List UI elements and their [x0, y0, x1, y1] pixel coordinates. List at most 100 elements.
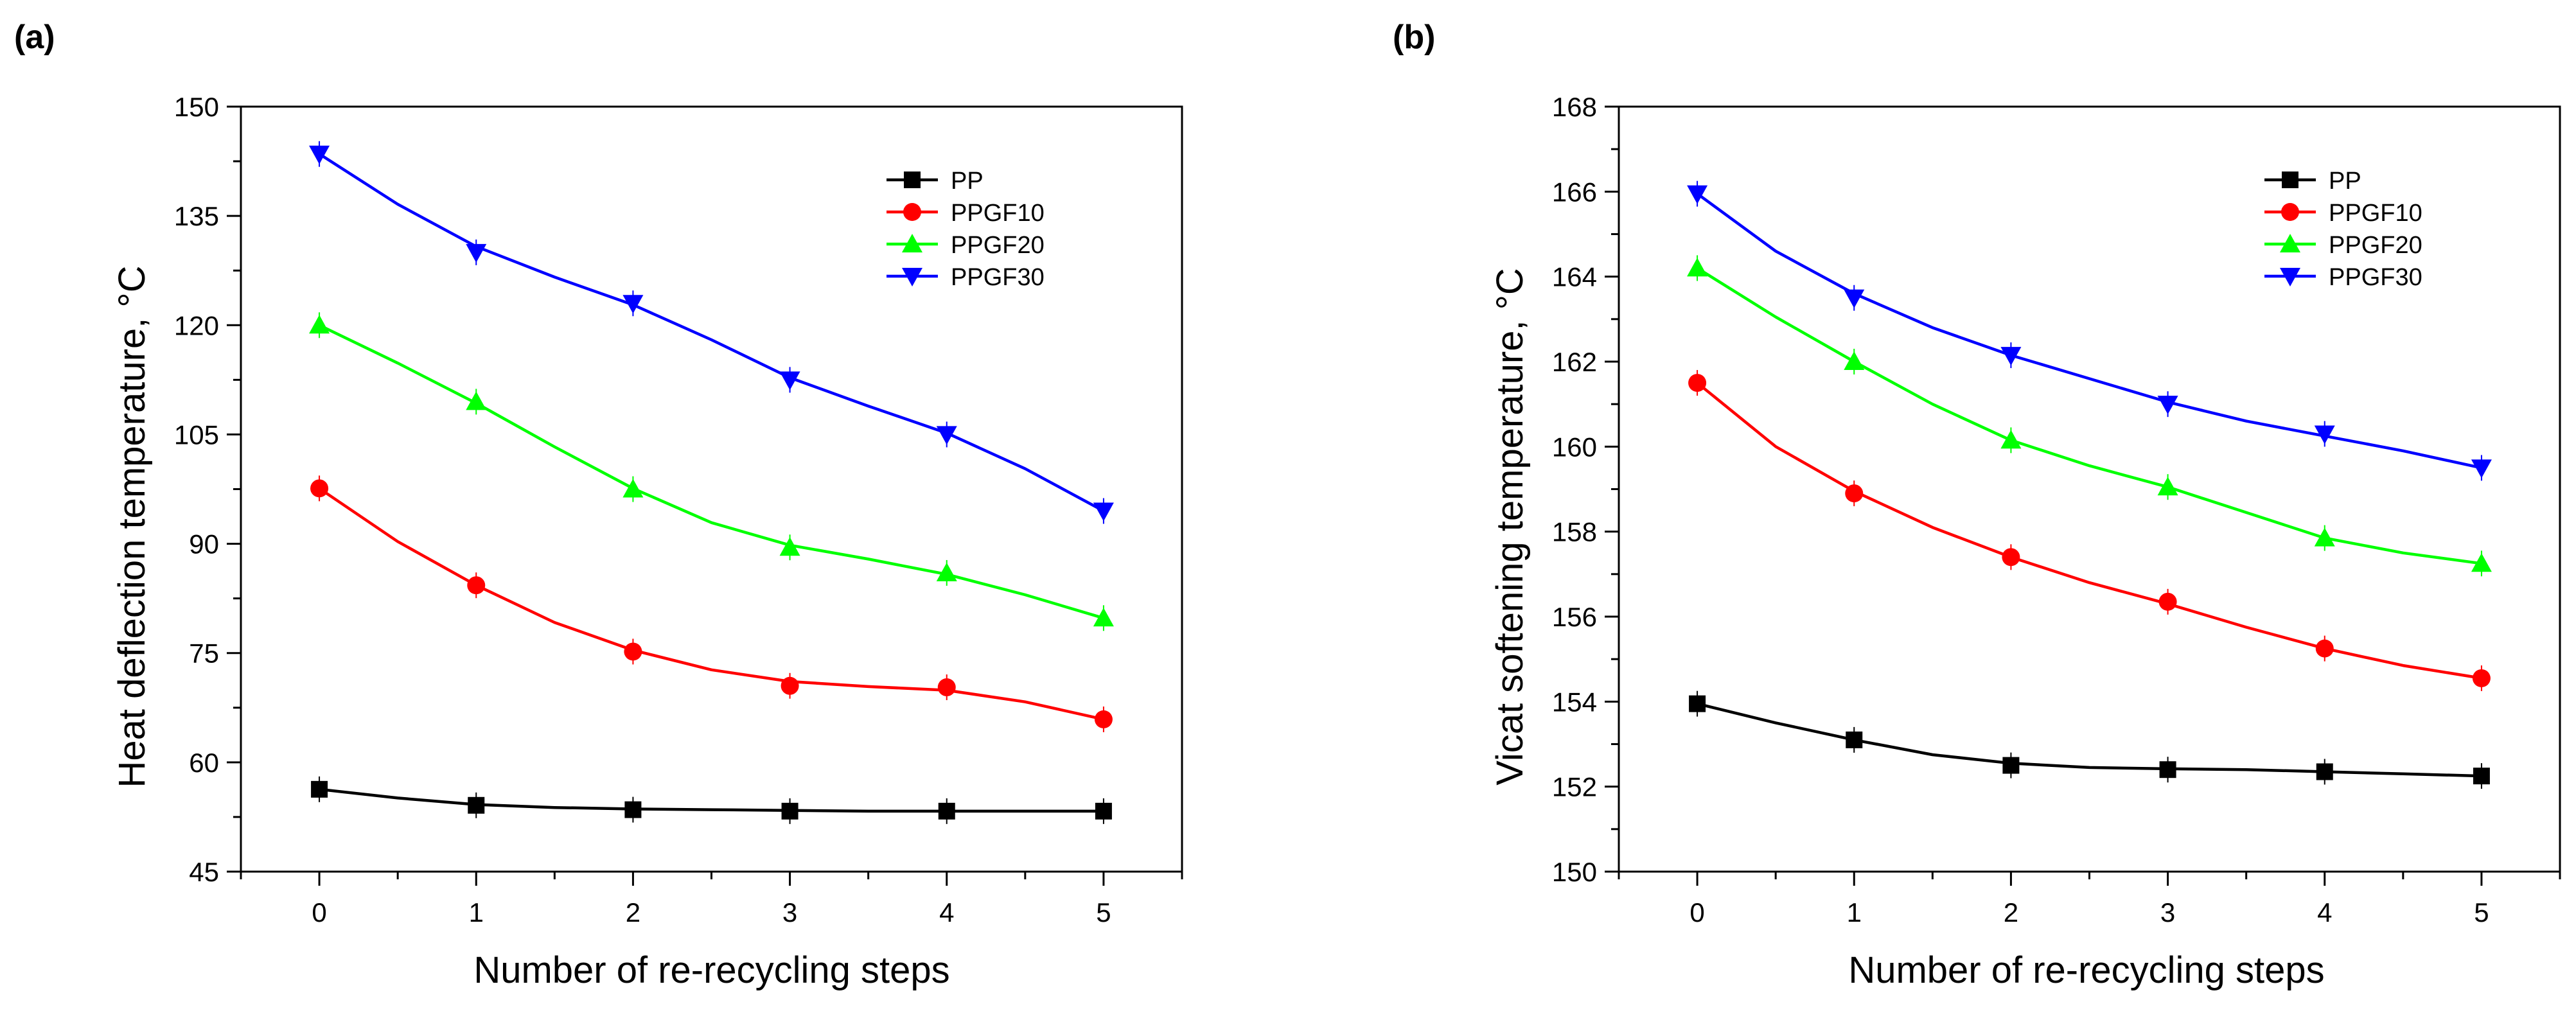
- data-point-a-PPGF10-3: [781, 676, 799, 695]
- y-tick-label-b-5: 160: [1552, 432, 1597, 462]
- x-tick-label-a-0: 0: [312, 897, 326, 927]
- data-point-a-PPGF20-0: [309, 315, 330, 334]
- data-point-a-PP-3: [781, 802, 798, 820]
- data-point-b-PP-4: [2316, 763, 2333, 780]
- data-point-a-PPGF20-5: [1093, 608, 1114, 627]
- y-tick-label-b-6: 162: [1552, 347, 1597, 377]
- data-point-a-PPGF20-1: [466, 391, 487, 410]
- legend-marker-b-PP: [2282, 171, 2298, 188]
- legend-marker-b-PPGF20: [2280, 234, 2300, 252]
- y-tick-label-a-4: 105: [174, 419, 219, 450]
- data-point-b-PPGF10-2: [2002, 548, 2020, 567]
- legend-label-a-PPGF20: PPGF20: [951, 232, 1045, 259]
- data-point-a-PP-2: [624, 801, 642, 818]
- data-point-a-PP-5: [1095, 802, 1112, 820]
- axes-b: 0 1 2 3 4 5 150 152 154 156 158 160 162 164 166 168: [1552, 92, 2561, 927]
- y-tick-label-b-9: 168: [1552, 92, 1597, 122]
- data-point-b-PPGF30-5: [2471, 459, 2492, 479]
- y-tick-label-b-8: 166: [1552, 177, 1597, 207]
- legend-marker-a-PPGF20: [902, 234, 922, 252]
- data-point-b-PPGF30-1: [1844, 289, 1865, 308]
- x-tick-label-b-2: 2: [2004, 897, 2018, 927]
- y-axis-title-a: Heat deflection temperature, °C: [111, 265, 153, 787]
- data-point-b-PPGF10-4: [2315, 639, 2334, 658]
- data-point-b-PP-3: [2159, 761, 2176, 778]
- x-axis-title-a: Number of re-recycling steps: [473, 949, 949, 991]
- y-axis-title-b: Vicat softening temperature, °C: [1489, 268, 1531, 786]
- legend-label-b-PPGF20: PPGF20: [2329, 232, 2422, 259]
- data-point-b-PPGF20-2: [2000, 430, 2022, 449]
- x-tick-label-a-2: 2: [626, 897, 640, 927]
- y-tick-label-b-4: 158: [1552, 517, 1597, 547]
- data-point-a-PPGF30-2: [622, 295, 644, 314]
- series-line-a-PPGF30: [318, 152, 1104, 513]
- x-axis-title-b: Number of re-recycling steps: [1848, 949, 2324, 991]
- data-point-a-PPGF20-4: [936, 562, 957, 581]
- data-point-b-PPGF30-0: [1687, 185, 1708, 204]
- series-line-b-PPGF10: [1696, 382, 2482, 680]
- data-point-b-PPGF10-5: [2472, 669, 2491, 687]
- data-point-b-PPGF20-5: [2471, 553, 2492, 572]
- legend-marker-a-PPGF10: [903, 203, 921, 221]
- data-point-b-PPGF20-3: [2157, 477, 2178, 496]
- data-point-b-PP-0: [1689, 695, 1706, 712]
- data-point-b-PPGF20-4: [2314, 527, 2335, 547]
- series-line-a-PP: [319, 787, 1104, 813]
- data-point-a-PPGF30-3: [779, 371, 800, 391]
- legend-label-b-PP: PP: [2329, 168, 2361, 195]
- legend-label-b-PPGF10: PPGF10: [2329, 200, 2422, 227]
- data-point-b-PPGF10-3: [2158, 592, 2177, 611]
- chart-panel-b: (b) Number of re-recycling steps Vicat s…: [1393, 19, 2561, 991]
- data-point-a-PPGF10-1: [467, 576, 486, 595]
- data-point-a-PPGF10-0: [310, 479, 329, 498]
- series-line-b-PPGF30: [1696, 192, 2482, 470]
- series-line-b-PPGF20: [1696, 267, 2482, 565]
- data-point-b-PPGF30-4: [2314, 425, 2335, 444]
- marks-b: [1687, 180, 2492, 789]
- y-tick-label-a-6: 135: [174, 201, 219, 231]
- x-tick-label-a-1: 1: [469, 897, 484, 927]
- data-point-b-PPGF30-3: [2157, 396, 2178, 415]
- data-point-b-PP-2: [2002, 757, 2020, 774]
- data-point-b-PP-5: [2473, 768, 2490, 785]
- y-tick-label-b-0: 150: [1552, 857, 1597, 887]
- data-point-a-PPGF30-0: [309, 145, 330, 164]
- y-tick-label-a-0: 45: [189, 857, 219, 887]
- data-point-b-PPGF20-1: [1844, 351, 1865, 370]
- x-tick-label-b-5: 5: [2474, 897, 2489, 927]
- data-point-a-PP-0: [311, 780, 328, 798]
- x-tick-label-a-5: 5: [1096, 897, 1111, 927]
- data-point-b-PPGF10-0: [1688, 374, 1707, 392]
- y-tick-label-a-2: 75: [189, 638, 219, 669]
- x-tick-label-b-0: 0: [1689, 897, 1704, 927]
- legend-a: PP PPGF10 PPGF20 PPGF30: [887, 168, 1045, 291]
- y-tick-label-b-3: 156: [1552, 602, 1597, 632]
- series-line-b-PP: [1697, 702, 2482, 778]
- x-tick-label-a-3: 3: [782, 897, 797, 927]
- y-tick-label-b-7: 164: [1552, 262, 1597, 292]
- legend-label-a-PP: PP: [951, 168, 984, 195]
- legend-b: PP PPGF10 PPGF20 PPGF30: [2264, 168, 2422, 291]
- legend-marker-a-PP: [904, 171, 921, 188]
- marks-a: [309, 141, 1114, 824]
- data-point-b-PPGF20-0: [1687, 258, 1708, 277]
- legend-label-a-PPGF30: PPGF30: [951, 264, 1045, 291]
- data-point-a-PPGF20-3: [779, 537, 800, 556]
- data-point-a-PP-1: [468, 796, 485, 814]
- legend-marker-b-PPGF10: [2281, 203, 2299, 221]
- x-tick-label-a-4: 4: [939, 897, 954, 927]
- data-point-b-PP-1: [1846, 731, 1863, 748]
- x-tick-label-b-1: 1: [1847, 897, 1862, 927]
- legend-label-b-PPGF30: PPGF30: [2329, 264, 2422, 291]
- series-line-a-PPGF10: [318, 487, 1104, 721]
- y-tick-label-a-1: 60: [189, 748, 219, 778]
- y-tick-label-a-3: 90: [189, 529, 219, 559]
- x-tick-label-b-4: 4: [2317, 897, 2332, 927]
- panel-label-a: (a): [14, 19, 55, 56]
- data-point-a-PPGF30-4: [936, 426, 957, 445]
- chart-panel-a: (a) Number of re-recycling steps Heat de…: [14, 19, 1183, 991]
- y-tick-label-a-7: 150: [174, 92, 219, 122]
- series-line-a-PPGF20: [319, 324, 1104, 620]
